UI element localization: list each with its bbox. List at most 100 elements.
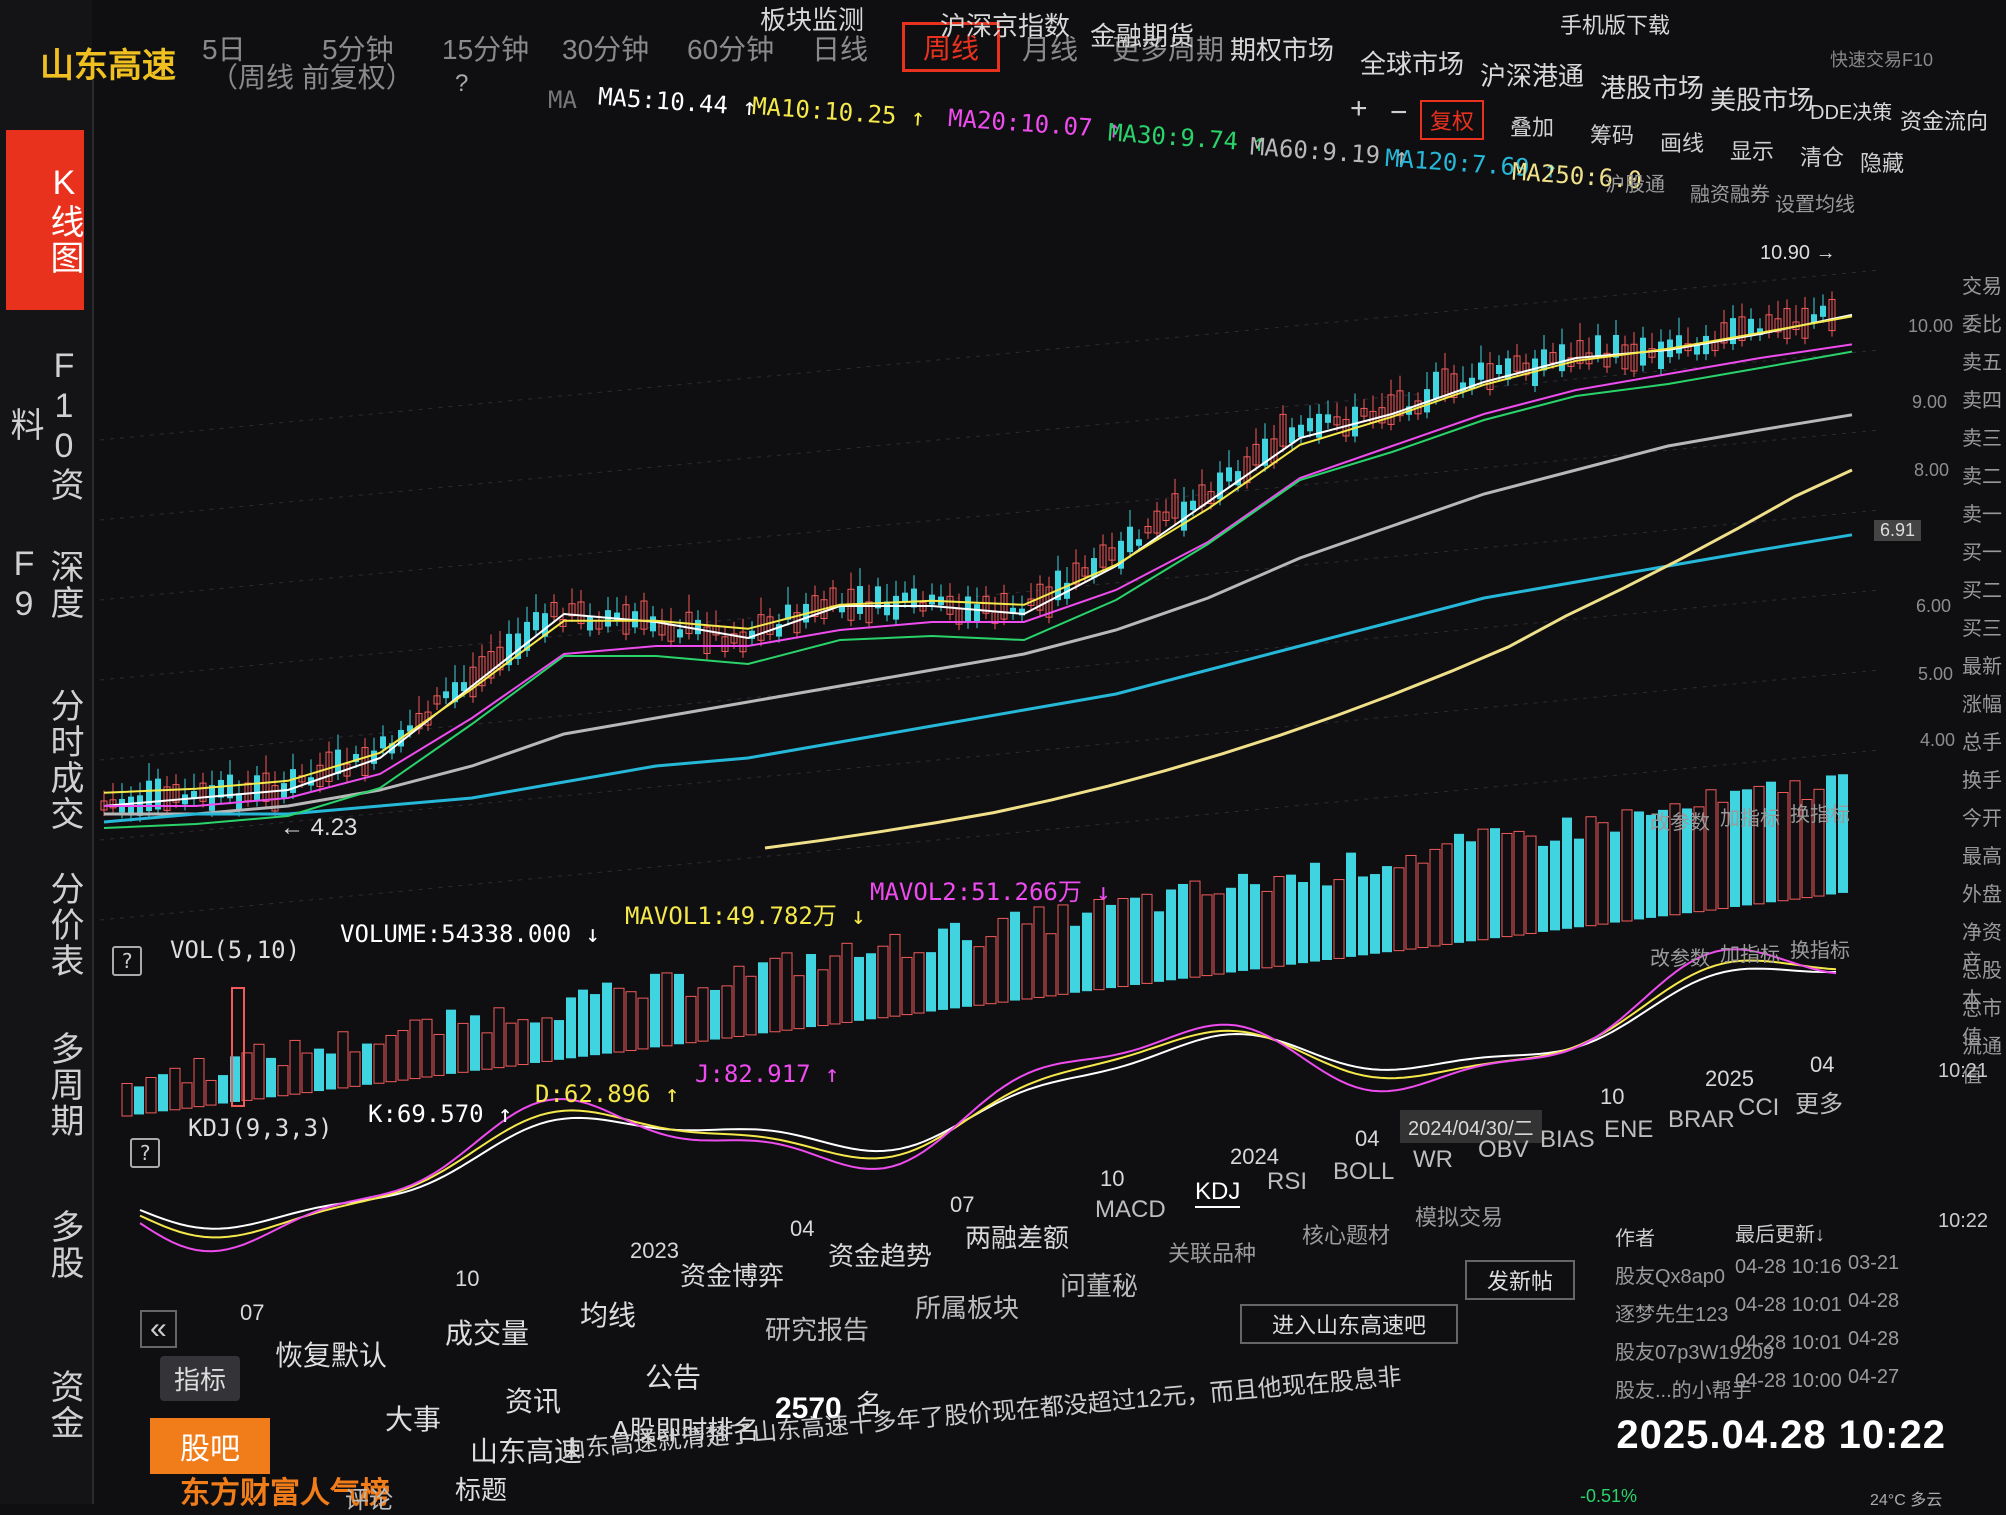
quick-trade-button[interactable]: 快速交易F10 <box>1830 50 1934 70</box>
sub-tab-4[interactable]: 核心题材 <box>1302 1223 1391 1248</box>
news-tab-info[interactable]: 资讯 <box>505 1386 562 1417</box>
volume-bar <box>1238 873 1248 971</box>
tab-indicator[interactable]: 指标 <box>160 1356 241 1401</box>
indicator-tab-kdj[interactable]: KDJ <box>1195 1178 1241 1208</box>
tab-volume[interactable]: 成交量 <box>445 1318 530 1349</box>
kdj-help-icon[interactable]: ? <box>130 1138 160 1168</box>
volume-bar <box>158 1074 168 1112</box>
draw-button[interactable]: 画线 <box>1660 131 1705 156</box>
tab-zijin[interactable]: 资金 <box>45 1369 83 1441</box>
period-weekly[interactable]: 周线 <box>902 22 1001 72</box>
candle-body <box>1055 570 1061 601</box>
menu-options[interactable]: 期权市场 <box>1230 35 1335 65</box>
period-15min[interactable]: 15分钟 <box>442 34 530 65</box>
tab-f10[interactable]: F10资料 <box>5 347 83 503</box>
zoom-out-button[interactable]: − <box>1390 96 1408 129</box>
period-monthly[interactable]: 月线 <box>1022 34 1079 65</box>
post-3-author[interactable]: 股友07p3W19209 <box>1615 1342 1774 1364</box>
chips-button[interactable]: 筹码 <box>1590 123 1635 148</box>
guba-tab[interactable]: 股吧 <box>150 1418 270 1474</box>
post-4-author[interactable]: 股友...的小帮手 <box>1615 1380 1752 1402</box>
candle-body <box>974 604 980 623</box>
mobile-download-link[interactable]: 手机版下载 <box>1560 13 1671 38</box>
tab-fenshi[interactable]: 分时成交 <box>45 688 83 832</box>
menu-index[interactable]: 沪深京指数 <box>940 11 1071 41</box>
sub-tab-1[interactable]: 资金趋势 <box>828 1241 933 1271</box>
tab-research[interactable]: 研究报告 <box>765 1315 870 1345</box>
menu-sector[interactable]: 板块监测 <box>760 5 865 35</box>
indicator-tab-wr[interactable]: WR <box>1413 1146 1453 1173</box>
tab-f9[interactable]: 深度F9 <box>5 545 83 625</box>
tab-duogu[interactable]: 多股 <box>45 1209 83 1281</box>
indicator-tab-bias[interactable]: BIAS <box>1540 1126 1595 1153</box>
menu-futures[interactable]: 金融期货 <box>1090 21 1195 51</box>
hide-button[interactable]: 隐藏 <box>1860 151 1905 176</box>
period-more[interactable]: 更多周期 <box>1112 34 1225 65</box>
tab-ask-secretary[interactable]: 问董秘 <box>1060 1271 1139 1301</box>
ma-extra-0[interactable]: 沪股通 <box>1605 174 1665 196</box>
volume-bar <box>733 965 745 1037</box>
menu-us[interactable]: 美股市场 <box>1710 85 1815 115</box>
add-indicator-button[interactable]: 加指标 <box>1720 808 1780 830</box>
indicator-tab-obv[interactable]: OBV <box>1478 1136 1529 1163</box>
indicator-tab-macd[interactable]: MACD <box>1095 1196 1166 1223</box>
news-tab-notice[interactable]: 公告 <box>645 1362 702 1393</box>
quote-field-14: 今开 <box>1962 808 2002 830</box>
change-param-button[interactable]: 改参数 <box>1650 812 1710 834</box>
volume-bar <box>1801 798 1813 899</box>
period-30min[interactable]: 30分钟 <box>562 34 650 65</box>
clear-button[interactable]: 清仓 <box>1800 145 1845 170</box>
collapse-icon[interactable]: « <box>140 1310 177 1348</box>
adjust-button[interactable]: 复权 <box>1420 100 1485 140</box>
volume-bar <box>1753 785 1765 905</box>
menu-hk-connect[interactable]: 沪深港通 <box>1480 61 1585 91</box>
period-5day[interactable]: 5日 <box>202 34 246 65</box>
add-indicator-button-2[interactable]: 加指标 <box>1720 944 1780 966</box>
indicator-tab-cci[interactable]: CCI <box>1738 1094 1780 1121</box>
period-5min[interactable]: 5分钟 <box>322 34 394 65</box>
candle-body <box>163 786 171 811</box>
display-button[interactable]: 显示 <box>1730 139 1775 164</box>
post-1-author[interactable]: 股友Qx8ap0 <box>1615 1266 1726 1288</box>
sub-tab-2[interactable]: 两融差额 <box>965 1223 1070 1253</box>
new-post-button[interactable]: 发新帖 <box>1465 1260 1576 1300</box>
menu-hk[interactable]: 港股市场 <box>1600 73 1705 103</box>
sub-tab-5[interactable]: 模拟交易 <box>1415 1205 1504 1230</box>
candle-body <box>1505 358 1511 380</box>
sub-tab-0[interactable]: 资金博弈 <box>680 1261 785 1291</box>
switch-indicator-button[interactable]: 换指标 <box>1790 804 1850 826</box>
indicator-tab-ene[interactable]: ENE <box>1604 1116 1654 1143</box>
enter-guba-button[interactable]: 进入山东高速吧 <box>1240 1304 1459 1344</box>
sub-tab-3[interactable]: 关联品种 <box>1168 1241 1257 1266</box>
indicator-tab-boll[interactable]: BOLL <box>1333 1158 1395 1185</box>
change-percent: -0.51% <box>1580 1486 1638 1506</box>
candle-body <box>1010 607 1016 614</box>
tab-duozhouqi[interactable]: 多周期 <box>45 1031 83 1139</box>
help-icon[interactable]: ? <box>455 70 469 97</box>
indicator-tab-rsi[interactable]: RSI <box>1267 1168 1308 1195</box>
news-tab-events[interactable]: 大事 <box>385 1404 442 1435</box>
vol-help-icon[interactable]: ? <box>112 946 142 976</box>
menu-global[interactable]: 全球市场 <box>1360 49 1465 79</box>
post-2-author[interactable]: 逐梦先生123 <box>1615 1304 1729 1326</box>
change-param-button-2[interactable]: 改参数 <box>1650 948 1710 970</box>
tab-ma[interactable]: 均线 <box>580 1300 637 1331</box>
period-daily[interactable]: 日线 <box>812 34 869 65</box>
period-60min[interactable]: 60分钟 <box>687 34 775 65</box>
indicator-tab-更多[interactable]: 更多 <box>1795 1091 1843 1118</box>
zoom-in-button[interactable]: + <box>1350 92 1368 125</box>
menu-flow[interactable]: 资金流向 <box>1900 109 1989 134</box>
ma-extra-2[interactable]: 设置均线 <box>1775 194 1855 216</box>
ma-extra-1[interactable]: 融资融券 <box>1690 184 1770 206</box>
volume-bar <box>289 1039 301 1095</box>
tab-sector[interactable]: 所属板块 <box>915 1293 1020 1323</box>
overlay-button[interactable]: 叠加 <box>1510 115 1555 140</box>
tab-kline[interactable]: K线图 <box>6 130 84 310</box>
tab-fenjia[interactable]: 分价表 <box>45 871 83 979</box>
switch-indicator-button-2[interactable]: 换指标 <box>1790 940 1850 962</box>
tab-restore[interactable]: 恢复默认 <box>275 1340 388 1371</box>
indicator-tab-brar[interactable]: BRAR <box>1668 1106 1735 1133</box>
volume-bar <box>349 1051 361 1087</box>
menu-dde[interactable]: DDE决策 <box>1810 102 1893 124</box>
